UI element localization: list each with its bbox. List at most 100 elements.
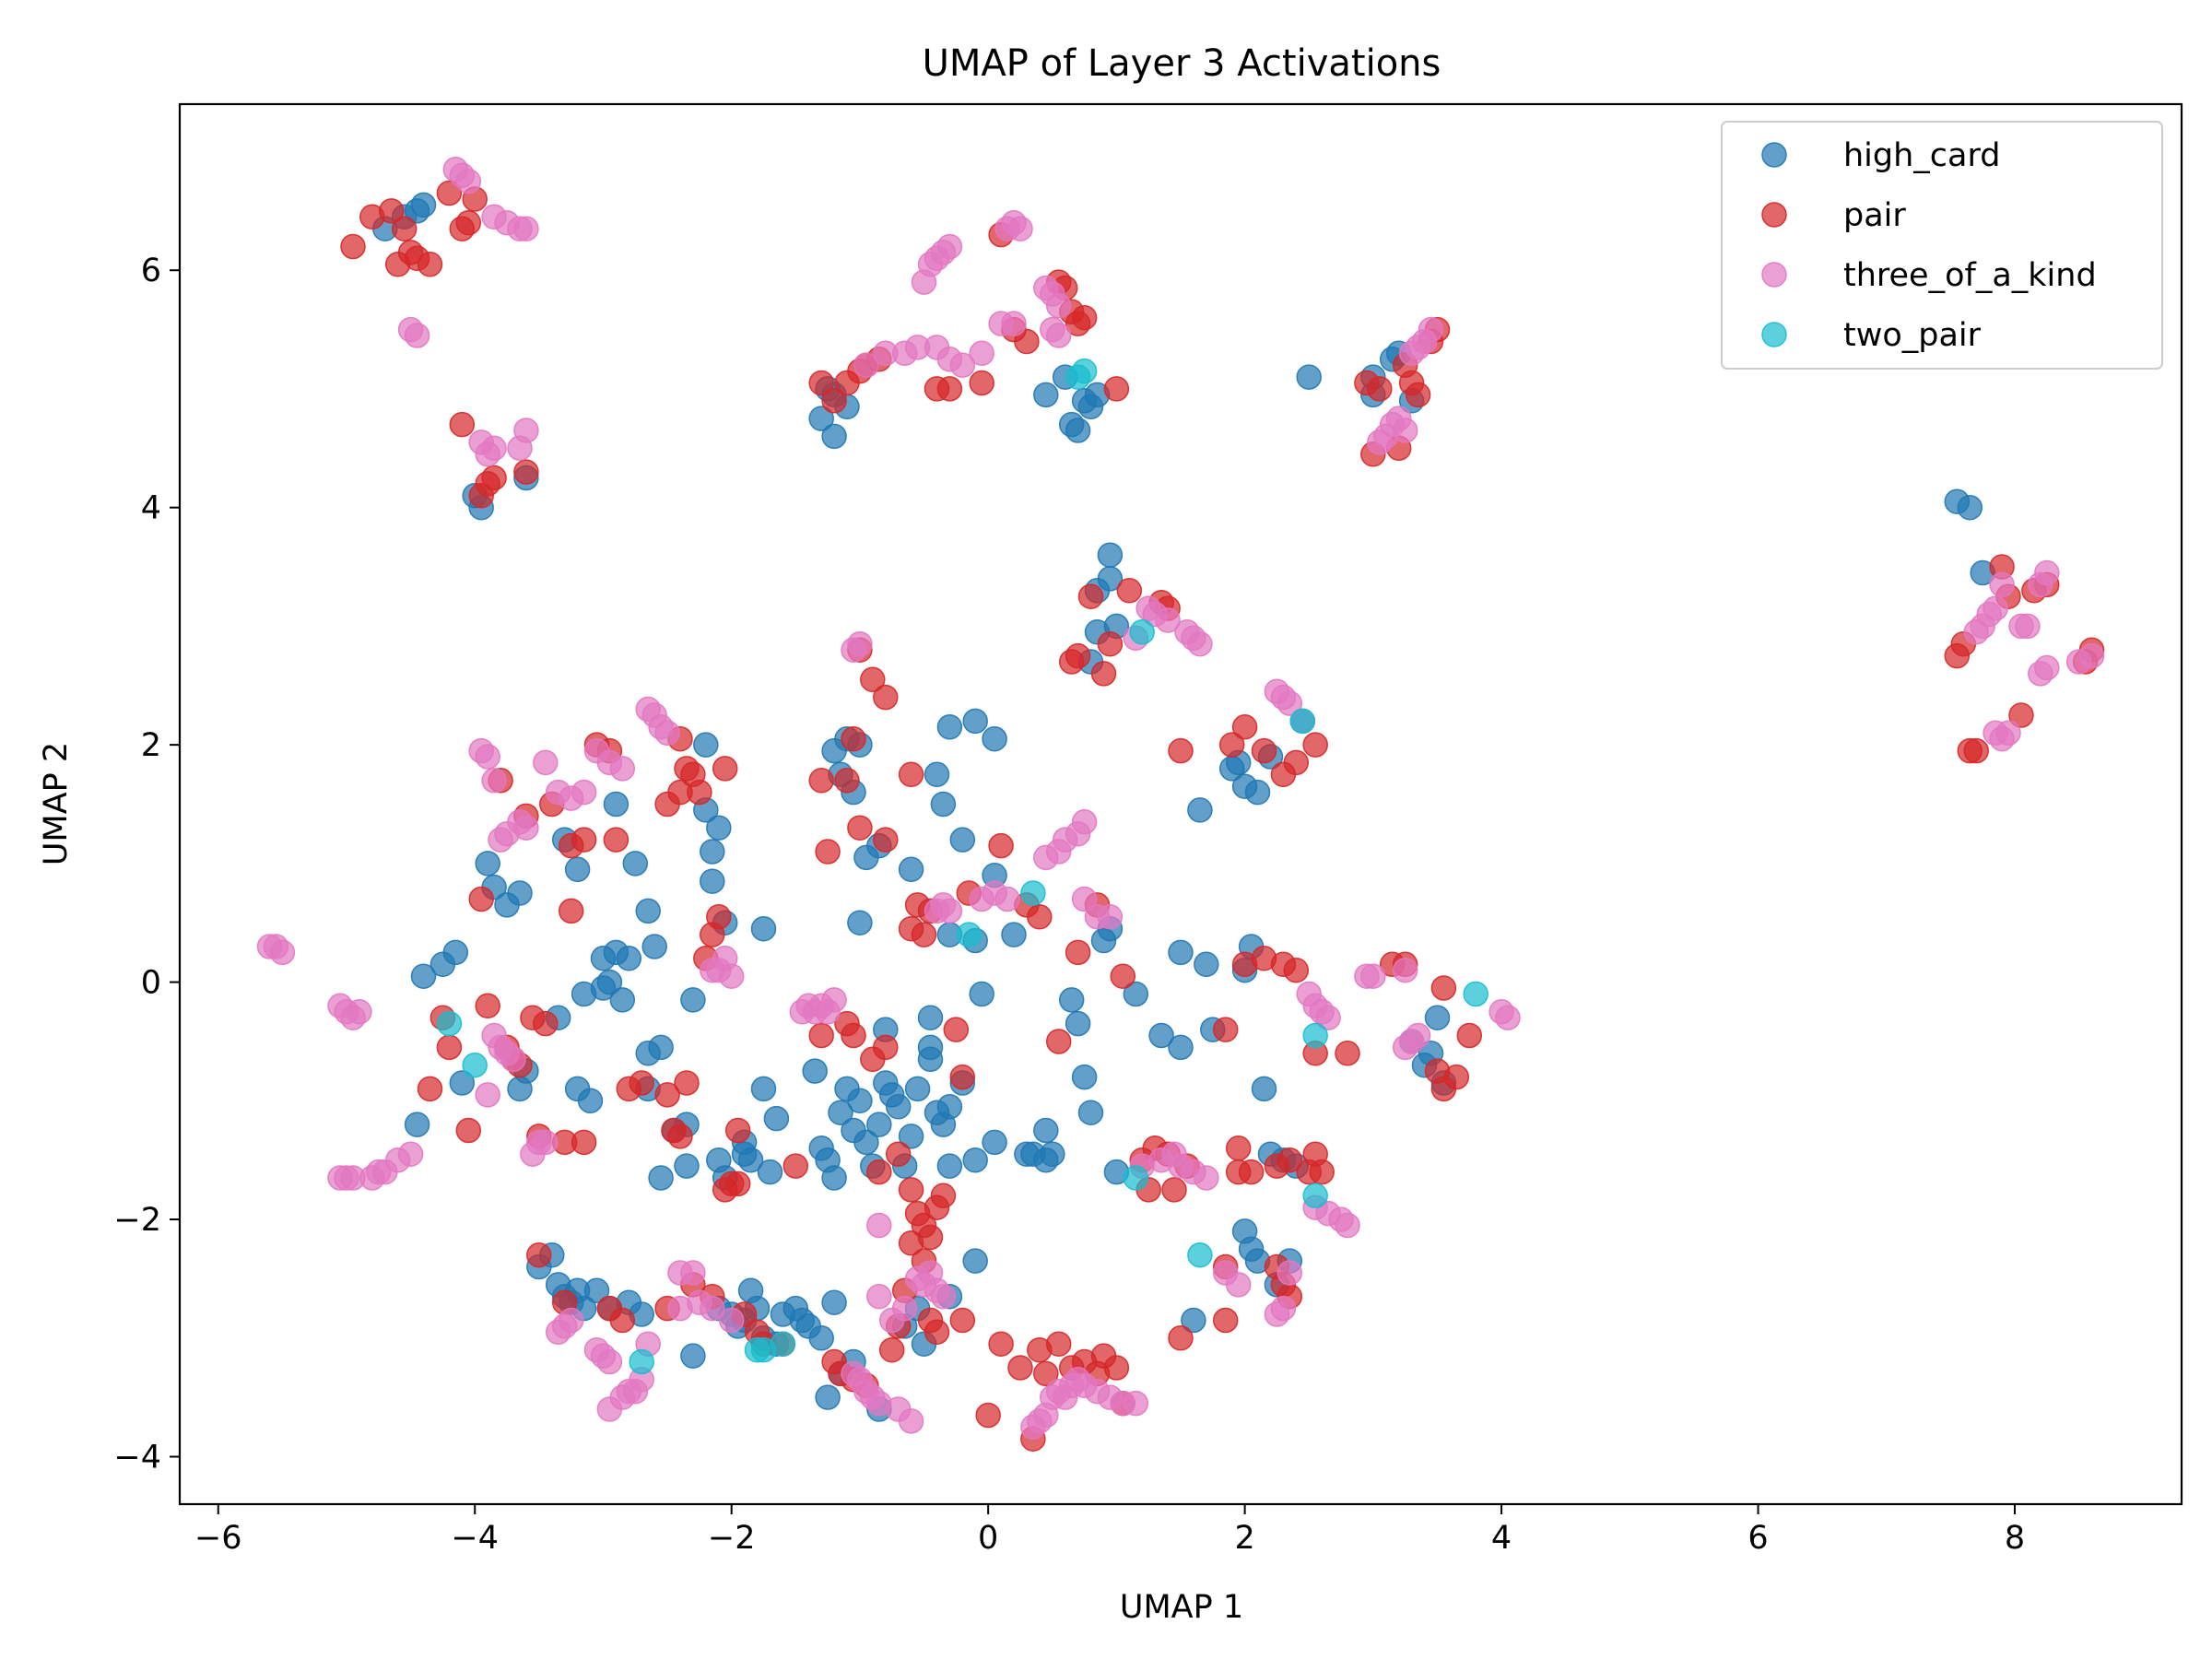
data-point — [1463, 981, 1488, 1007]
data-point — [513, 216, 539, 241]
x-tick-label: −4 — [451, 1520, 499, 1557]
data-point — [488, 827, 513, 853]
data-point — [674, 1070, 700, 1096]
data-point — [596, 969, 623, 995]
data-point — [616, 946, 642, 971]
data-point — [1097, 566, 1124, 592]
data-point — [873, 684, 899, 711]
legend-label: pair — [1843, 197, 1906, 234]
data-point — [821, 1165, 847, 1191]
data-point — [404, 1112, 430, 1137]
data-point — [1283, 957, 1310, 983]
data-point — [962, 1248, 988, 1274]
data-point — [969, 370, 994, 396]
data-point — [1424, 1005, 1451, 1030]
data-point — [1244, 779, 1271, 806]
data-point — [1456, 1022, 1483, 1049]
data-point — [1097, 542, 1124, 568]
data-point — [1077, 1100, 1104, 1125]
data-point — [930, 1283, 957, 1310]
y-tick-label: −4 — [113, 1440, 161, 1477]
data-point — [481, 465, 507, 491]
data-point — [1033, 1360, 1059, 1387]
x-tick-label: 2 — [1234, 1520, 1254, 1557]
data-point — [731, 1141, 758, 1167]
data-point — [1443, 1064, 1470, 1090]
data-point — [1045, 293, 1072, 319]
series-two-pair — [436, 358, 1488, 1375]
data-point — [847, 1088, 873, 1114]
data-point — [1277, 1260, 1303, 1286]
data-point — [988, 1331, 1014, 1357]
data-point — [1116, 578, 1143, 604]
data-point — [1123, 1390, 1149, 1417]
data-point — [936, 376, 963, 402]
data-point — [873, 1034, 899, 1061]
data-point — [1392, 957, 1418, 983]
data-point — [513, 459, 539, 485]
data-point — [404, 323, 430, 348]
data-point — [847, 630, 873, 657]
data-point — [1270, 1295, 1297, 1322]
data-point — [1495, 1005, 1521, 1030]
data-point — [936, 233, 963, 260]
data-point — [873, 827, 899, 853]
x-tick-label: 6 — [1747, 1520, 1768, 1557]
data-point — [1045, 1331, 1072, 1357]
data-point — [1040, 1141, 1065, 1167]
plot-area — [256, 157, 2105, 1452]
data-point — [1983, 595, 2008, 621]
data-point — [436, 1034, 463, 1061]
data-point — [1020, 880, 1046, 906]
x-tick-label: 8 — [2005, 1520, 2025, 1557]
data-point — [1309, 1159, 1335, 1185]
data-point — [629, 1348, 654, 1375]
data-point — [654, 720, 680, 747]
data-point — [841, 1022, 866, 1049]
data-point — [1123, 981, 1149, 1007]
data-point — [1983, 720, 2008, 747]
data-point — [930, 791, 957, 818]
x-tick-label: −6 — [194, 1520, 242, 1557]
data-point — [1225, 1135, 1252, 1161]
data-point — [680, 987, 706, 1013]
data-point — [898, 1408, 924, 1434]
x-axis: −6 −4 −2 0 2 4 6 8 — [194, 1504, 2025, 1557]
data-point — [564, 856, 591, 883]
data-point — [654, 1082, 680, 1108]
data-point — [1077, 583, 1104, 609]
data-point — [763, 1105, 790, 1132]
data-point — [898, 1177, 924, 1203]
x-axis-label: UMAP 1 — [1120, 1589, 1243, 1626]
data-point — [629, 1070, 654, 1096]
legend-label: three_of_a_kind — [1843, 257, 2097, 294]
data-point — [378, 198, 405, 224]
data-point — [654, 791, 680, 818]
data-point — [866, 1212, 892, 1239]
data-point — [1957, 494, 1983, 521]
y-tick-label: −2 — [113, 1202, 161, 1239]
data-point — [904, 1076, 931, 1102]
x-tick-label: −2 — [708, 1520, 756, 1557]
data-point — [724, 1171, 751, 1197]
data-point — [885, 1141, 912, 1167]
data-point — [667, 1124, 693, 1149]
data-point — [821, 423, 847, 450]
data-point — [1181, 1307, 1206, 1334]
data-point — [821, 1289, 847, 1315]
data-point — [969, 340, 994, 367]
data-point — [700, 922, 725, 947]
data-point — [533, 749, 559, 776]
data-point — [596, 749, 623, 776]
data-point — [994, 886, 1020, 912]
data-point — [949, 1064, 976, 1090]
data-point — [1405, 382, 1431, 408]
data-point — [1418, 316, 1444, 343]
data-point — [680, 1260, 706, 1286]
data-point — [834, 768, 860, 794]
data-point — [1225, 1272, 1252, 1298]
data-point — [1065, 939, 1091, 966]
data-point — [724, 1117, 751, 1144]
data-point — [449, 411, 476, 438]
data-point — [750, 1076, 777, 1102]
